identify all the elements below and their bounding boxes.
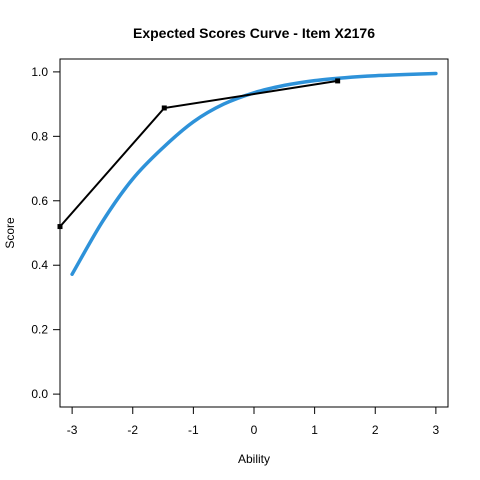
x-tick-label: -2	[127, 423, 138, 437]
observed-point	[161, 105, 167, 111]
y-tick-label: 0.8	[31, 129, 48, 143]
observed-score-line	[60, 79, 338, 228]
x-tick-label: 0	[251, 423, 258, 437]
x-tick-label: -3	[67, 423, 78, 437]
plot-frame	[59, 58, 449, 408]
plot-area	[57, 58, 449, 408]
y-tick-label: 0.4	[31, 258, 48, 272]
y-axis-label: Score	[3, 217, 17, 249]
x-axis: -3 -2 -1 0 1 2 3	[67, 406, 440, 437]
expected-score-curve	[70, 71, 438, 276]
y-tick-label: 0.0	[31, 387, 48, 401]
y-tick-label: 1.0	[31, 65, 48, 79]
y-tick-label: 0.2	[31, 323, 48, 337]
x-tick-label: 1	[311, 423, 318, 437]
y-axis: 0.0 0.2 0.4 0.6 0.8 1.0	[31, 65, 61, 401]
y-tick-label: 0.6	[31, 194, 48, 208]
x-axis-label: Ability	[238, 452, 270, 466]
x-tick-label: -1	[188, 423, 199, 437]
x-tick-label: 3	[433, 423, 440, 437]
chart-title: Expected Scores Curve - Item X2176	[133, 25, 375, 41]
series-layer	[57, 71, 438, 276]
observed-point	[335, 78, 341, 84]
x-tick-label: 2	[372, 423, 379, 437]
